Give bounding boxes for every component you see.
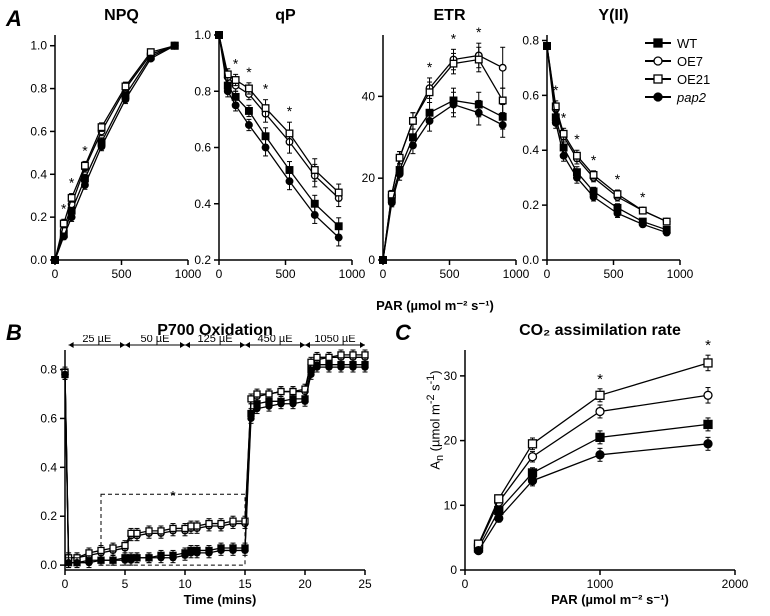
phase-label: 125 µE: [197, 335, 232, 345]
sig-star: *: [61, 200, 67, 216]
xtick-label: 500: [603, 267, 623, 281]
xtick-label: 500: [275, 267, 295, 281]
sig-star: *: [591, 152, 597, 168]
ytick-label: 0.2: [30, 210, 47, 224]
xtick-label: 10: [178, 577, 192, 591]
subplot-y(ii): 050010000.00.20.40.60.8******: [502, 20, 695, 295]
ytick-label: 0: [450, 563, 457, 577]
xtick-label: 0: [462, 577, 469, 591]
ytick-label: 0.0: [40, 558, 57, 572]
xtick-label: 2000: [722, 577, 749, 591]
xtick-label: 500: [111, 267, 131, 281]
phase-label: 1050 µE: [314, 335, 355, 345]
figure-root: { "dimensions": { "w": 770, "h": 616 }, …: [0, 0, 770, 616]
x-axis-label-B: Time (mins): [170, 592, 270, 607]
sig-star: *: [597, 371, 603, 388]
x-axis-label-C: PAR (µmol m⁻² s⁻¹): [520, 592, 700, 608]
ytick-label: 0.2: [40, 509, 57, 523]
y-axis-label-C: An (µmol m-2 s-1): [425, 310, 446, 530]
ytick-label: 20: [362, 171, 376, 185]
xtick-label: 1000: [587, 577, 614, 591]
sig-star: *: [476, 24, 482, 40]
ytick-label: 0.8: [194, 84, 211, 98]
ytick-label: 0.4: [30, 167, 47, 181]
ytick-label: 0.6: [194, 141, 211, 155]
ytick-label: 1.0: [30, 39, 47, 53]
phase-label: 50 µE: [141, 335, 170, 345]
xtick-label: 5: [122, 577, 129, 591]
ytick-label: 0.4: [194, 197, 211, 211]
phase-label: 450 µE: [257, 335, 292, 345]
plot-co2: 0100020000102030**: [420, 335, 750, 605]
sig-star: *: [246, 64, 252, 80]
xtick-label: 0: [52, 267, 59, 281]
ytick-label: 0.4: [522, 143, 539, 157]
ytick-label: 1.0: [194, 28, 211, 42]
ytick-label: 0.6: [30, 124, 47, 138]
xtick-label: 15: [238, 577, 252, 591]
xtick-label: 0: [62, 577, 69, 591]
sig-star: *: [287, 103, 293, 119]
sig-star: *: [263, 81, 269, 97]
xtick-label: 20: [298, 577, 312, 591]
xtick-label: 0: [544, 267, 551, 281]
ytick-label: 40: [362, 89, 376, 103]
sig-star: *: [553, 82, 559, 98]
xtick-label: 0: [380, 267, 387, 281]
sig-star: *: [574, 131, 580, 147]
sig-star: *: [233, 55, 239, 71]
ytick-label: 0.2: [522, 198, 539, 212]
sig-star: *: [615, 171, 621, 187]
plot-p700: 0 5 10 15 20 25 0.0 0.2 0.4 0.6 0.8 25 µE 50 µE 125 µ…: [20, 335, 380, 605]
ytick-label: 0.6: [522, 88, 539, 102]
sig-star: *: [170, 488, 176, 504]
sig-star: *: [69, 175, 75, 191]
xtick-label: 500: [439, 267, 459, 281]
sig-star: *: [82, 142, 88, 158]
xtick-label: 1000: [667, 267, 694, 281]
sig-star: *: [427, 59, 433, 75]
ytick-label: 0: [368, 253, 375, 267]
ytick-label: 0.0: [30, 253, 47, 267]
phase-label: 25 µE: [82, 335, 111, 345]
sig-star: *: [451, 30, 457, 46]
sig-star: *: [705, 337, 711, 354]
ytick-label: 0.0: [522, 253, 539, 267]
panel-label-c: C: [395, 320, 411, 346]
ytick-label: 0.6: [40, 411, 57, 425]
ytick-label: 0.8: [522, 33, 539, 47]
sig-star: *: [561, 109, 567, 125]
xtick-label: 0: [216, 267, 223, 281]
sig-star: *: [640, 189, 646, 205]
xtick-label: 25: [358, 577, 372, 591]
ytick-label: 0.8: [30, 82, 47, 96]
ytick-label: 0.4: [40, 460, 57, 474]
ytick-label: 0.8: [40, 363, 57, 377]
ytick-label: 0.2: [194, 253, 211, 267]
